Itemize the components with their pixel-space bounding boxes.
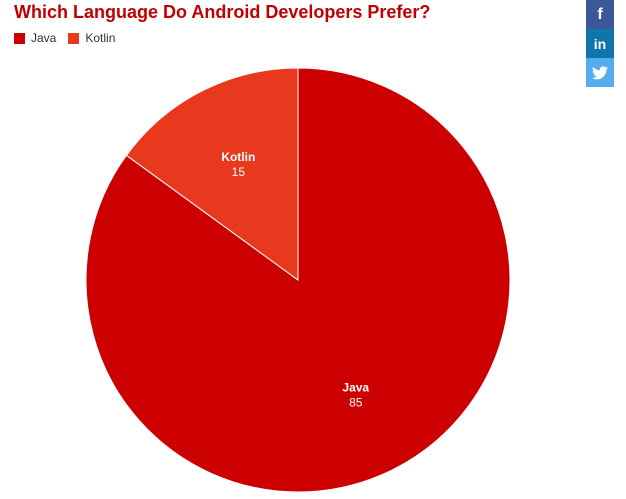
linkedin-share-button[interactable]: in: [586, 29, 614, 58]
legend-swatch-kotlin: [68, 32, 80, 44]
data-label-value-kotlin: 15: [232, 165, 246, 179]
legend-swatch-java: [14, 32, 25, 44]
data-label-name-kotlin: Kotlin: [221, 150, 255, 164]
twitter-icon: [592, 65, 608, 79]
chart-legend: Java Kotlin: [14, 31, 127, 45]
data-label-name-java: Java: [342, 380, 369, 394]
linkedin-icon: in: [593, 35, 607, 52]
twitter-share-button[interactable]: [586, 58, 614, 87]
legend-item-kotlin[interactable]: Kotlin: [68, 31, 115, 45]
share-bar: f in: [586, 0, 614, 87]
facebook-share-button[interactable]: f: [586, 0, 614, 29]
facebook-icon: f: [597, 5, 603, 23]
pie-slice-kotlin[interactable]: [125, 67, 299, 281]
data-label-value-java: 85: [349, 395, 363, 409]
legend-label-java: Java: [31, 31, 57, 45]
legend-label-kotlin: Kotlin: [85, 31, 116, 45]
chart-title: Which Language Do Android Developers Pre…: [14, 2, 431, 22]
legend-item-java[interactable]: Java: [14, 31, 56, 45]
